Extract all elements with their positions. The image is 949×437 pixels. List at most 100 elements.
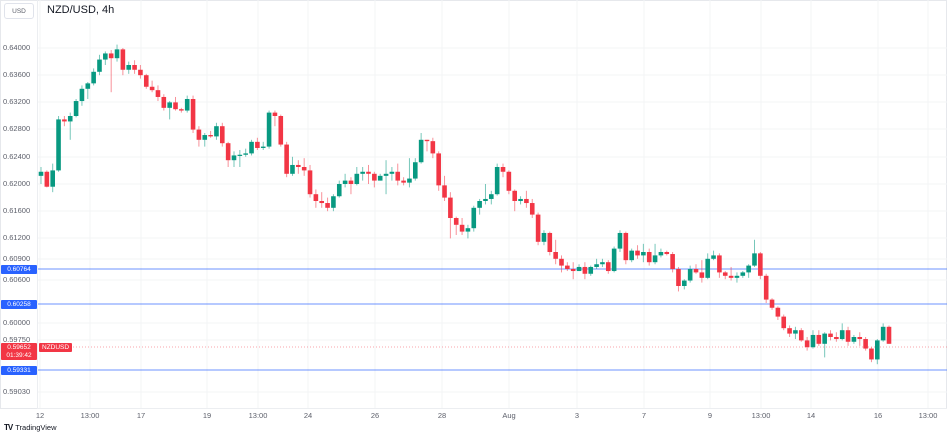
- candle[interactable]: [38, 167, 44, 184]
- candle[interactable]: [50, 163, 55, 193]
- candle[interactable]: [769, 298, 775, 310]
- candle[interactable]: [126, 61, 132, 74]
- candle[interactable]: [758, 252, 763, 280]
- candle[interactable]: [214, 122, 219, 140]
- candle[interactable]: [196, 126, 202, 147]
- candle[interactable]: [535, 212, 541, 246]
- candle[interactable]: [576, 264, 582, 272]
- candle[interactable]: [623, 231, 629, 265]
- candle[interactable]: [354, 167, 360, 186]
- candle[interactable]: [430, 137, 436, 159]
- candle[interactable]: [266, 110, 272, 149]
- candle[interactable]: [190, 95, 196, 133]
- candle[interactable]: [845, 326, 851, 346]
- candle[interactable]: [149, 80, 155, 93]
- candle[interactable]: [740, 271, 746, 278]
- candle[interactable]: [664, 250, 670, 256]
- candle[interactable]: [582, 262, 588, 280]
- candle[interactable]: [699, 260, 705, 283]
- candle[interactable]: [494, 163, 500, 196]
- candle[interactable]: [787, 325, 792, 337]
- candle[interactable]: [711, 250, 716, 261]
- candle[interactable]: [588, 265, 594, 276]
- candle[interactable]: [863, 337, 868, 351]
- candle[interactable]: [594, 258, 599, 269]
- candle[interactable]: [605, 260, 611, 274]
- candle[interactable]: [465, 224, 471, 239]
- candle[interactable]: [219, 122, 225, 147]
- candle[interactable]: [646, 248, 652, 266]
- candle[interactable]: [559, 255, 564, 273]
- candle[interactable]: [91, 68, 96, 86]
- candle[interactable]: [565, 262, 570, 272]
- candle[interactable]: [272, 110, 278, 127]
- candle[interactable]: [383, 160, 389, 195]
- candle[interactable]: [436, 151, 441, 191]
- candle[interactable]: [202, 133, 208, 147]
- candle[interactable]: [395, 163, 401, 186]
- candle[interactable]: [184, 95, 190, 113]
- candle[interactable]: [173, 96, 178, 111]
- candle[interactable]: [477, 198, 482, 215]
- candle[interactable]: [600, 258, 605, 267]
- candle[interactable]: [161, 94, 167, 111]
- candle[interactable]: [237, 150, 243, 167]
- candle[interactable]: [512, 189, 518, 212]
- candle[interactable]: [763, 273, 769, 303]
- candle[interactable]: [611, 246, 617, 273]
- candle[interactable]: [336, 180, 342, 198]
- candle[interactable]: [869, 347, 874, 363]
- candle[interactable]: [804, 337, 810, 351]
- candle[interactable]: [635, 245, 640, 259]
- candle[interactable]: [143, 73, 149, 89]
- candle[interactable]: [79, 85, 85, 106]
- candle[interactable]: [62, 116, 67, 127]
- price-axis[interactable]: 0.64000 0.63600 0.63200 0.62800 0.62400 0.620…: [0, 0, 38, 408]
- candle[interactable]: [120, 48, 126, 76]
- candle[interactable]: [331, 194, 336, 212]
- candle[interactable]: [775, 306, 781, 320]
- candle[interactable]: [828, 330, 833, 341]
- candle[interactable]: [296, 160, 301, 174]
- candle[interactable]: [658, 248, 664, 258]
- candle[interactable]: [746, 264, 751, 278]
- candle[interactable]: [483, 184, 488, 205]
- candle[interactable]: [114, 44, 120, 62]
- candle[interactable]: [705, 253, 711, 280]
- candle[interactable]: [816, 330, 822, 346]
- candle[interactable]: [278, 114, 284, 147]
- candle[interactable]: [459, 218, 465, 235]
- candle[interactable]: [857, 332, 863, 346]
- candle[interactable]: [875, 339, 880, 365]
- candle[interactable]: [401, 177, 406, 186]
- candle[interactable]: [231, 151, 237, 167]
- candle[interactable]: [541, 230, 547, 246]
- candle[interactable]: [500, 163, 506, 178]
- candle[interactable]: [617, 230, 623, 252]
- candle[interactable]: [822, 332, 827, 358]
- candle[interactable]: [407, 158, 412, 188]
- candle[interactable]: [453, 216, 459, 235]
- candle[interactable]: [781, 314, 787, 331]
- candle[interactable]: [284, 141, 289, 178]
- candle[interactable]: [524, 190, 529, 208]
- candle[interactable]: [255, 137, 260, 150]
- candle[interactable]: [629, 248, 634, 263]
- candle[interactable]: [518, 196, 523, 205]
- candle[interactable]: [290, 156, 295, 176]
- candle[interactable]: [418, 133, 424, 164]
- candle[interactable]: [372, 171, 377, 188]
- candle[interactable]: [319, 192, 325, 208]
- candle[interactable]: [839, 323, 845, 341]
- candle[interactable]: [67, 112, 73, 140]
- candle[interactable]: [138, 65, 143, 79]
- candle[interactable]: [301, 158, 307, 176]
- candle[interactable]: [73, 99, 79, 118]
- candle[interactable]: [108, 50, 114, 93]
- candle[interactable]: [44, 170, 50, 188]
- candle[interactable]: [553, 239, 558, 265]
- candle[interactable]: [834, 332, 839, 342]
- candle[interactable]: [366, 164, 371, 184]
- candle[interactable]: [103, 51, 108, 65]
- candle[interactable]: [793, 326, 798, 340]
